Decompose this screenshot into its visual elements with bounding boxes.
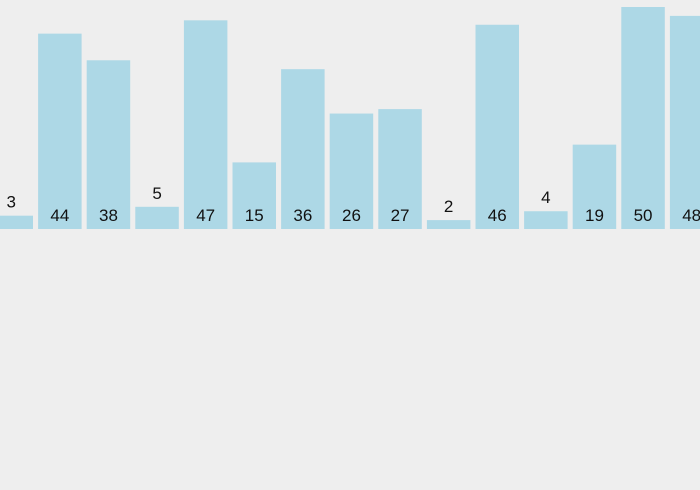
bar: [475, 24, 519, 230]
bar-value-label: 15: [245, 206, 264, 225]
bar-value-label: 38: [99, 206, 118, 225]
bar-group: 36: [281, 69, 325, 229]
bar-value-label: 26: [342, 206, 361, 225]
bar: [426, 220, 471, 229]
bar-group: 48: [669, 15, 700, 229]
bar-value-label: 2: [444, 197, 453, 216]
bar: [0, 215, 33, 229]
bar: [232, 162, 276, 229]
bar-group: 3: [0, 193, 33, 229]
bar-group: 15: [232, 162, 276, 229]
bar-value-label: 44: [50, 206, 69, 225]
bar: [135, 206, 179, 229]
bar: [329, 113, 374, 229]
bar-value-label: 27: [391, 206, 410, 225]
bar-group: 4: [524, 188, 568, 229]
bar: [572, 144, 617, 229]
bar: [38, 33, 82, 229]
bar: [669, 15, 700, 229]
bar-group: 2: [426, 197, 471, 229]
bar-value-label: 47: [196, 206, 215, 225]
bar-group: 19: [572, 144, 617, 229]
bar-value-label: 3: [7, 193, 16, 212]
bar: [621, 7, 665, 229]
bar-value-label: 19: [585, 206, 604, 225]
bar: [524, 211, 568, 229]
bar-group: 47: [183, 20, 228, 229]
bar: [183, 20, 228, 229]
bar: [281, 69, 325, 229]
bar-value-label: 48: [682, 206, 700, 225]
bar-group: 5: [135, 184, 179, 229]
bar-value-label: 50: [634, 206, 653, 225]
bar-group: 26: [329, 113, 374, 229]
bar: [378, 109, 422, 229]
bar-value-label: 46: [488, 206, 507, 225]
bar-group: 50: [621, 7, 665, 229]
bar-value-label: 4: [541, 188, 550, 207]
bar-value-label: 36: [293, 206, 312, 225]
bar-group: 44: [38, 33, 82, 229]
bar: [86, 60, 131, 229]
bar-value-label: 5: [152, 184, 161, 203]
bar-group: 27: [378, 109, 422, 229]
bar-group: 38: [86, 60, 131, 229]
bar-group: 46: [475, 24, 519, 230]
